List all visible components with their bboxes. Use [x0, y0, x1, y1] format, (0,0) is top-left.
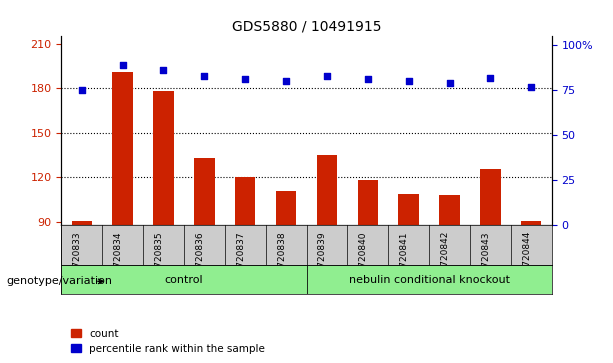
- Bar: [480, 168, 501, 356]
- FancyArrowPatch shape: [98, 279, 103, 284]
- Bar: [153, 91, 173, 356]
- Bar: [440, 195, 460, 356]
- Legend: count, percentile rank within the sample: count, percentile rank within the sample: [66, 325, 270, 358]
- Bar: [194, 158, 215, 356]
- Text: GSM1720839: GSM1720839: [318, 231, 327, 292]
- Bar: [398, 194, 419, 356]
- Text: nebulin conditional knockout: nebulin conditional knockout: [349, 274, 509, 285]
- Point: [527, 84, 536, 90]
- Point: [404, 78, 414, 84]
- Point: [240, 77, 250, 82]
- Bar: [72, 221, 92, 356]
- Text: GSM1720842: GSM1720842: [441, 231, 449, 291]
- Point: [322, 73, 332, 79]
- Point: [159, 68, 169, 73]
- Text: GSM1720843: GSM1720843: [481, 231, 490, 291]
- Text: GSM1720835: GSM1720835: [154, 231, 164, 292]
- Bar: [112, 72, 133, 356]
- Text: GSM1720841: GSM1720841: [400, 231, 409, 291]
- Point: [77, 87, 86, 93]
- Text: control: control: [164, 274, 204, 285]
- Point: [485, 75, 495, 81]
- Bar: [317, 155, 337, 356]
- Bar: [357, 180, 378, 356]
- Bar: [276, 191, 296, 356]
- Point: [363, 77, 373, 82]
- Bar: [235, 178, 256, 356]
- Point: [444, 80, 454, 86]
- Bar: [61, 265, 306, 294]
- Text: GSM1720844: GSM1720844: [522, 231, 531, 291]
- Text: GSM1720833: GSM1720833: [73, 231, 82, 292]
- Text: GSM1720834: GSM1720834: [113, 231, 123, 291]
- Text: GSM1720837: GSM1720837: [236, 231, 245, 292]
- Text: genotype/variation: genotype/variation: [6, 276, 112, 286]
- Text: GSM1720838: GSM1720838: [277, 231, 286, 292]
- Text: GSM1720840: GSM1720840: [359, 231, 368, 291]
- Text: GSM1720836: GSM1720836: [196, 231, 204, 292]
- Point: [118, 62, 128, 68]
- Point: [281, 78, 291, 84]
- Point: [199, 73, 209, 79]
- Bar: [521, 221, 541, 356]
- Title: GDS5880 / 10491915: GDS5880 / 10491915: [232, 20, 381, 34]
- Bar: [306, 265, 552, 294]
